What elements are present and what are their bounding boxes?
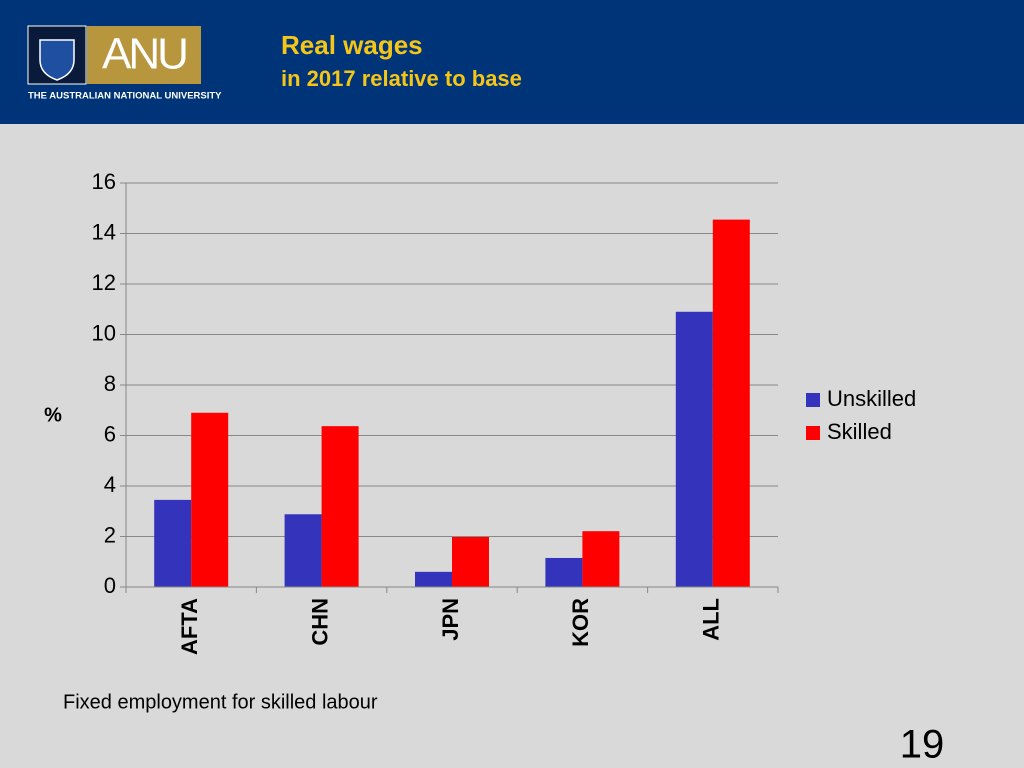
bar <box>712 219 750 588</box>
legend-swatch <box>806 393 820 407</box>
y-tick-label: 12 <box>92 270 116 295</box>
crest-shield <box>39 39 75 81</box>
x-tick-label: KOR <box>568 598 593 647</box>
bar <box>545 557 583 587</box>
y-tick-label: 10 <box>92 320 116 345</box>
y-axis-label: % <box>44 404 62 426</box>
bar <box>582 531 620 587</box>
x-tick-label: ALL <box>699 598 724 641</box>
bar <box>675 311 713 587</box>
logo-box <box>87 26 201 84</box>
bar <box>415 571 452 587</box>
y-tick-label: 4 <box>104 472 116 497</box>
logo-text: ANU <box>102 30 186 79</box>
legend-label: Unskilled <box>827 386 916 411</box>
bar <box>452 537 489 587</box>
x-tick-label: AFTA <box>177 598 202 655</box>
bar <box>284 514 322 587</box>
y-tick-label: 2 <box>104 522 116 547</box>
bar <box>191 412 229 587</box>
bar <box>321 426 359 587</box>
x-tick-label: CHN <box>307 598 332 646</box>
legend-swatch <box>806 426 820 440</box>
chart-subtitle: in 2017 relative to base <box>281 66 522 91</box>
legend-label: Skilled <box>827 419 892 444</box>
note: Fixed employment for skilled labour <box>63 691 378 713</box>
chart-title: Real wages <box>281 30 423 60</box>
x-tick-label: JPN <box>438 598 463 641</box>
y-tick-label: 0 <box>104 573 116 598</box>
y-tick-label: 14 <box>92 219 116 244</box>
slide-number: 19 <box>900 723 945 767</box>
y-tick-label: 16 <box>92 169 116 194</box>
y-tick-label: 8 <box>104 371 116 396</box>
university-name: THE AUSTRALIAN NATIONAL UNIVERSITY <box>28 91 222 102</box>
y-tick-label: 6 <box>104 421 116 446</box>
bar <box>154 499 192 587</box>
